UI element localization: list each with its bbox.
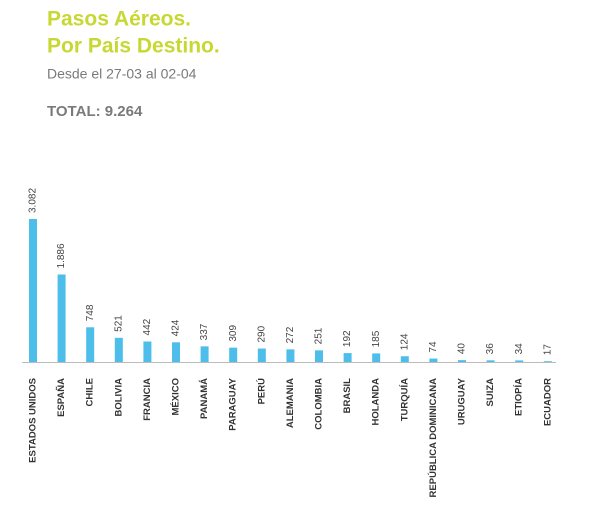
value-label: 34 — [514, 343, 525, 355]
category-label: MÉXICO — [171, 378, 182, 415]
category-label: BOLIVIA — [113, 378, 124, 417]
value-label: 309 — [228, 325, 239, 342]
bar — [315, 350, 323, 362]
category-label: HOLANDA — [371, 378, 382, 426]
bar — [286, 349, 295, 362]
value-label: 748 — [85, 304, 96, 321]
category-label: ALEMANIA — [285, 378, 296, 428]
value-label: 251 — [314, 327, 325, 344]
value-label: 521 — [113, 315, 124, 332]
value-label: 17 — [542, 344, 553, 356]
category-label: BRASIL — [342, 378, 353, 414]
category-label: ESPAÑA — [56, 378, 67, 417]
bar — [458, 360, 466, 362]
chart-title: Pasos Aéreos. — [47, 8, 191, 31]
value-label: 40 — [457, 343, 468, 355]
value-label: 3.082 — [28, 188, 39, 213]
value-label: 124 — [399, 333, 410, 350]
value-label: 74 — [428, 341, 439, 353]
category-label: COLOMBIA — [314, 378, 325, 430]
category-label: FRANCIA — [142, 378, 153, 421]
category-label: SUIZA — [485, 378, 496, 407]
value-label: 185 — [371, 330, 382, 347]
bar — [515, 360, 524, 362]
category-label: TURQUÍA — [399, 378, 410, 421]
bar — [86, 327, 95, 362]
value-label: 290 — [256, 325, 267, 342]
bar — [57, 274, 66, 362]
value-label: 1.886 — [56, 243, 67, 268]
chart-title: Por País Destino. — [47, 35, 220, 58]
bar — [343, 353, 352, 362]
bar — [400, 356, 409, 362]
category-label: REPÚBLICA DOMINICANA — [427, 378, 439, 498]
bar — [257, 348, 266, 362]
bar — [229, 347, 238, 362]
category-label: URUGUAY — [457, 377, 468, 425]
value-label: 424 — [171, 319, 182, 336]
category-label: ESTADOS UNIDOS — [28, 378, 39, 463]
bar — [429, 358, 438, 362]
category-label: PANAMÁ — [199, 378, 210, 419]
value-label: 36 — [485, 343, 496, 355]
bar — [143, 341, 152, 362]
value-label: 442 — [142, 318, 153, 335]
category-label: ECUADOR — [542, 378, 553, 426]
category-label: CHILE — [85, 378, 96, 407]
value-label: 272 — [285, 326, 296, 343]
category-label: ETIOPÍA — [514, 378, 525, 416]
value-label: 337 — [199, 323, 210, 340]
category-label: PARAGUAY — [228, 377, 239, 430]
bar — [486, 360, 495, 362]
value-label: 192 — [342, 330, 353, 347]
bar — [172, 342, 180, 362]
bar — [372, 353, 381, 362]
chart-subtitle: Desde el 27-03 al 02-04 — [47, 66, 197, 82]
total: TOTAL: 9.264 — [47, 103, 143, 120]
bar — [29, 219, 37, 362]
bar — [114, 337, 123, 362]
category-label: PERÚ — [255, 378, 267, 405]
bar — [200, 346, 209, 362]
bar — [543, 361, 552, 362]
